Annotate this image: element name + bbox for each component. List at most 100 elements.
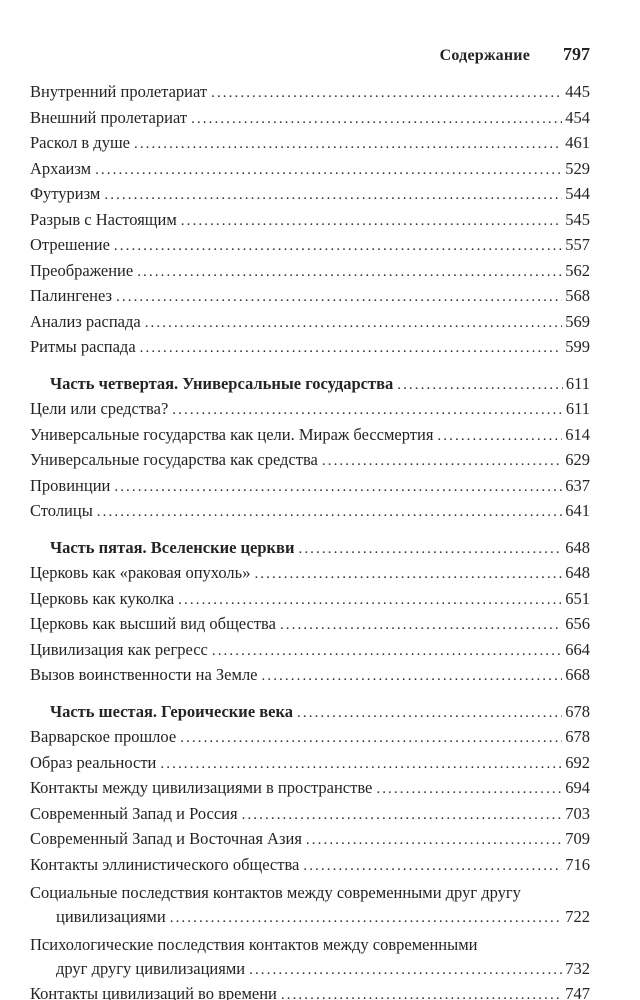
toc-entry: Контакты между цивилизациями в пространс…	[30, 776, 590, 802]
dot-leader	[97, 499, 562, 525]
dot-leader	[376, 776, 562, 802]
toc-entry-label: Психологические последствия контактов ме…	[30, 935, 478, 954]
toc-entry: Универсальные государства как цели. Мира…	[30, 423, 590, 449]
toc-entry-label: Столицы	[30, 501, 93, 520]
dot-leader	[297, 700, 562, 726]
toc-entry-page: 611	[565, 399, 590, 418]
toc-entry-label: Цивилизация как регресс	[30, 639, 208, 659]
dot-leader	[178, 587, 562, 613]
dot-leader	[212, 638, 562, 664]
toc-entry-page: 529	[565, 158, 590, 178]
toc-entry-label: Универсальные государства как средства	[30, 450, 318, 469]
dot-leader	[114, 474, 562, 500]
toc-entry-page: 562	[565, 260, 590, 280]
dot-leader	[242, 802, 563, 828]
dot-leader	[397, 372, 563, 398]
dot-leader	[280, 612, 562, 638]
running-head-title: Содержание	[439, 47, 530, 64]
toc-entry: Цели или средства? 611	[30, 397, 590, 423]
toc-part-heading: Часть шестая. Героические века 678	[50, 700, 590, 726]
toc-entry: Цивилизация как регресс 664	[30, 638, 590, 664]
toc-entry-page: 445	[565, 82, 590, 101]
running-head-folio: 797	[563, 44, 590, 64]
toc-entry-label-line2: друг другу цивилизациями	[56, 958, 246, 978]
dot-leader	[116, 284, 562, 310]
toc-entry-page: 656	[565, 614, 590, 633]
toc-entry-label: Анализ распада	[30, 311, 141, 331]
toc-entry-page: 678	[565, 727, 590, 746]
toc-entry: Отрешение 557	[30, 233, 590, 259]
toc-entry: Церковь как высший вид общества 656	[30, 612, 590, 638]
dot-leader	[322, 448, 562, 474]
toc-entry: Универсальные государства как средства 62…	[30, 448, 590, 474]
toc-entry-label: Варварское прошлое	[30, 727, 177, 746]
toc-entry-page: 648	[565, 537, 590, 557]
toc-entry-page: 747	[565, 984, 590, 1000]
toc-entry: Разрыв с Настоящим 545	[30, 208, 590, 234]
toc-entry-label: Контакты цивилизаций во времени	[30, 984, 277, 1000]
toc-entry: Церковь как куколка 651	[30, 587, 590, 613]
toc-entry: Внутренний пролетариат 445	[30, 80, 590, 106]
toc-entry: Церковь как «раковая опухоль» 648	[30, 561, 590, 587]
toc-entry-label-line2: цивилизациями	[56, 906, 166, 926]
toc-entry-label: Провинции	[30, 475, 111, 495]
toc-entry-page: 637	[565, 475, 590, 495]
toc-entry-page: 722	[565, 906, 590, 926]
dot-leader	[160, 751, 562, 777]
dot-leader	[180, 725, 562, 751]
toc-entry-label: Контакты эллинистического общества	[30, 854, 300, 874]
toc-entry: Провинции 637	[30, 474, 590, 500]
toc-entry-label: Внешний пролетариат	[30, 107, 188, 127]
toc-entry-label: Разрыв с Настоящим	[30, 209, 177, 229]
toc-entry-label: Церковь как «раковая опухоль»	[30, 563, 251, 582]
toc-entry-label: Контакты между цивилизациями в пространс…	[30, 778, 373, 797]
toc-entry-page: 544	[565, 184, 590, 203]
toc-entry-label: Архаизм	[30, 158, 92, 178]
toc-entry-label: Часть шестая. Героические века	[50, 701, 294, 721]
toc-entry-label: Социальные последствия контактов между с…	[30, 883, 521, 902]
dot-leader	[170, 905, 563, 931]
dot-leader	[281, 982, 562, 1000]
toc-entry-label: Образ реальности	[30, 752, 157, 772]
toc-entry-label: Часть четвертая. Универсальные государст…	[50, 373, 394, 393]
dot-leader	[298, 536, 562, 562]
toc-entry: Вызов воинственности на Земле 668	[30, 663, 590, 689]
toc-entry-label: Раскол в душе	[30, 133, 130, 152]
toc-entry: Архаизм 529	[30, 157, 590, 183]
dot-leader	[262, 663, 563, 689]
toc-entry-label: Вызов воинственности на Земле	[30, 665, 258, 684]
toc-entry-page: 692	[565, 752, 590, 772]
toc-entry-page: 664	[565, 639, 590, 659]
toc-entry: Ритмы распада 599	[30, 335, 590, 361]
toc-entry-page: 678	[565, 701, 590, 721]
toc-entry-label: Современный Запад и Восточная Азия	[30, 829, 302, 848]
toc-entry-label: Церковь как куколка	[30, 588, 175, 608]
toc-entry-page: 716	[565, 854, 590, 874]
toc-entry-label: Часть пятая. Вселенские церкви	[50, 537, 295, 557]
toc-entry-label: Отрешение	[30, 235, 110, 254]
toc-entry-page: 668	[565, 665, 590, 684]
toc-entry: Социальные последствия контактов между с…	[30, 881, 590, 905]
toc-part-heading: Часть пятая. Вселенские церкви 648	[50, 536, 590, 562]
dot-leader	[95, 157, 562, 183]
toc-entry: Анализ распада 569	[30, 310, 590, 336]
toc-entry-label: Современный Запад и Россия	[30, 803, 238, 823]
toc-entry-page: 641	[565, 501, 590, 520]
toc-entry: Варварское прошлое 678	[30, 725, 590, 751]
toc-entry-page: 557	[565, 235, 590, 254]
toc-entry: Современный Запад и Россия 703	[30, 802, 590, 828]
toc-entry-page: 545	[565, 209, 590, 229]
dot-leader	[104, 182, 562, 208]
dot-leader	[145, 310, 563, 336]
toc-entry-page: 614	[565, 424, 590, 444]
toc-entry-label: Церковь как высший вид общества	[30, 614, 276, 633]
toc-entry-page: 461	[565, 133, 590, 152]
toc-entry: Современный Запад и Восточная Азия 709	[30, 827, 590, 853]
dot-leader	[306, 827, 562, 853]
dot-leader	[437, 423, 562, 449]
toc-entry-page: 703	[565, 803, 590, 823]
toc-entry-label: Ритмы распада	[30, 337, 136, 356]
toc-entry: Футуризм 544	[30, 182, 590, 208]
toc-entry-label: Цели или средства?	[30, 399, 169, 418]
